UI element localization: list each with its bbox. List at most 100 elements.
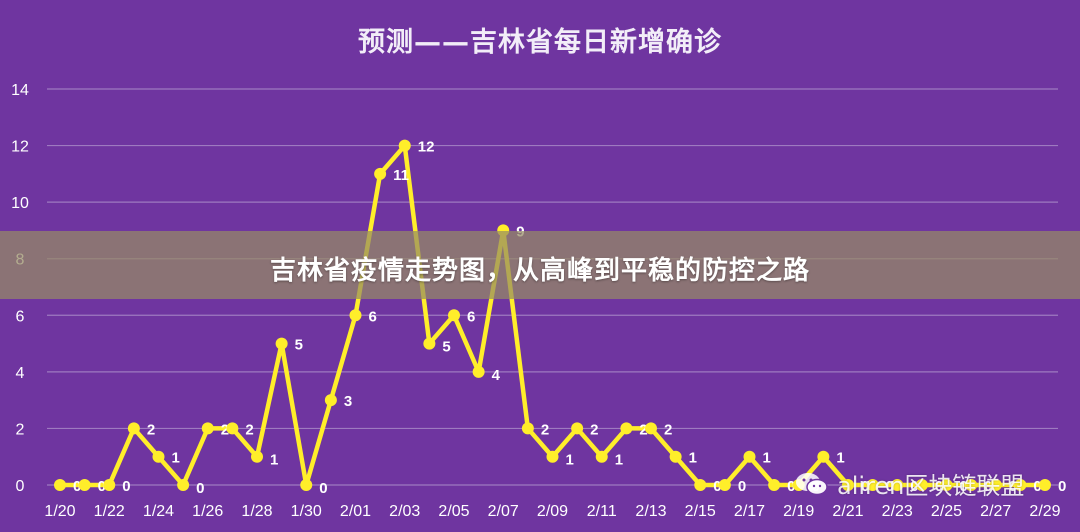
data-label: 12 — [418, 139, 435, 156]
data-label: 5 — [295, 337, 303, 354]
data-label: 2 — [221, 421, 229, 438]
y-tick-label: 4 — [16, 365, 25, 382]
data-label: 5 — [442, 339, 450, 356]
data-point — [472, 365, 485, 378]
overlay-banner-text: 吉林省疫情走势图，从高峰到平稳的防控之路 — [269, 256, 810, 286]
data-label: 2 — [147, 421, 155, 438]
data-label: 0 — [713, 478, 721, 495]
y-tick-label: 14 — [11, 82, 29, 99]
data-point — [965, 479, 978, 491]
data-label: 1 — [763, 450, 771, 467]
x-tick-label: 2/25 — [931, 503, 962, 520]
y-tick-label: 6 — [16, 308, 25, 325]
x-tick-label: 2/21 — [832, 503, 863, 520]
data-label: 11 — [393, 167, 409, 184]
data-point — [54, 479, 66, 491]
data-label: 0 — [73, 478, 81, 495]
x-tick-label: 1/28 — [241, 503, 272, 520]
data-label: 0 — [787, 478, 795, 495]
data-point — [78, 479, 91, 491]
x-tick-label: 2/13 — [635, 503, 666, 520]
x-tick-label: 1/20 — [44, 503, 75, 520]
data-point — [423, 337, 436, 350]
data-label: 6 — [369, 308, 377, 325]
data-point — [324, 394, 337, 407]
data-point — [521, 422, 534, 435]
data-label: 0 — [1033, 478, 1041, 495]
x-tick-label: 2/07 — [488, 503, 519, 520]
data-point — [866, 479, 879, 491]
x-tick-label: 2/03 — [389, 503, 420, 520]
x-tick-label: 2/17 — [734, 503, 765, 520]
data-label: 3 — [344, 393, 352, 410]
x-tick-label: 1/30 — [291, 503, 322, 520]
data-point — [275, 337, 288, 350]
data-point — [669, 450, 682, 463]
data-point — [620, 422, 633, 435]
data-point — [546, 450, 559, 463]
data-point — [645, 422, 657, 435]
x-tick-label: 1/22 — [94, 503, 125, 520]
data-label: 2 — [590, 421, 598, 438]
data-point — [201, 422, 214, 435]
data-label: 0 — [861, 478, 869, 495]
data-point — [915, 479, 928, 491]
x-tick-label: 2/01 — [340, 503, 371, 520]
data-point — [694, 479, 707, 491]
chart-title: 预测——吉林省每日新增确诊 — [358, 27, 722, 58]
x-tick-label: 2/15 — [685, 503, 716, 520]
data-label: 0 — [960, 478, 968, 495]
data-point — [842, 479, 854, 491]
data-label: 1 — [566, 452, 574, 469]
data-label: 2 — [541, 421, 549, 438]
data-point — [152, 450, 165, 463]
y-tick-label: 12 — [11, 139, 29, 156]
data-label: 0 — [738, 478, 746, 495]
overlay-banner — [0, 231, 1080, 299]
data-point — [768, 479, 781, 491]
watermark-text: aliren区块链联盟 — [837, 472, 1025, 500]
data-point — [349, 309, 362, 322]
data-point — [398, 139, 411, 152]
data-point — [571, 422, 584, 435]
data-point — [226, 422, 239, 435]
data-label: 0 — [1058, 478, 1066, 495]
data-point — [940, 479, 953, 491]
data-point — [718, 479, 731, 491]
data-label: 0 — [196, 480, 204, 497]
data-label: 4 — [492, 367, 501, 384]
x-tick-label: 2/27 — [980, 503, 1011, 520]
data-label: 2 — [245, 421, 253, 438]
y-tick-label: 10 — [11, 195, 29, 212]
x-tick-label: 2/05 — [438, 503, 469, 520]
x-tick-label: 2/19 — [783, 503, 814, 520]
data-label: 1 — [615, 452, 623, 469]
data-point — [743, 450, 756, 463]
data-point — [1014, 479, 1027, 491]
data-label: 0 — [886, 478, 894, 495]
data-point — [374, 167, 387, 180]
data-point — [1039, 479, 1051, 491]
data-label: 1 — [270, 452, 278, 469]
x-tick-label: 2/11 — [587, 503, 617, 520]
wechat-icon — [795, 472, 829, 496]
data-label: 1 — [836, 450, 844, 467]
x-tick-label: 2/09 — [537, 503, 568, 520]
x-tick-label: 1/24 — [143, 503, 174, 520]
data-point — [989, 479, 1002, 491]
data-point — [251, 450, 263, 463]
data-label: 0 — [984, 478, 992, 495]
y-tick-label: 0 — [16, 478, 25, 495]
data-point — [177, 479, 190, 491]
data-label: 2 — [664, 421, 672, 438]
data-label: 0 — [98, 478, 106, 495]
y-tick-label: 2 — [16, 421, 25, 438]
data-point — [103, 479, 116, 491]
data-label: 0 — [319, 480, 327, 497]
data-label: 1 — [172, 450, 180, 467]
data-label: 6 — [467, 308, 475, 325]
data-point — [817, 450, 830, 463]
data-point — [448, 309, 460, 322]
